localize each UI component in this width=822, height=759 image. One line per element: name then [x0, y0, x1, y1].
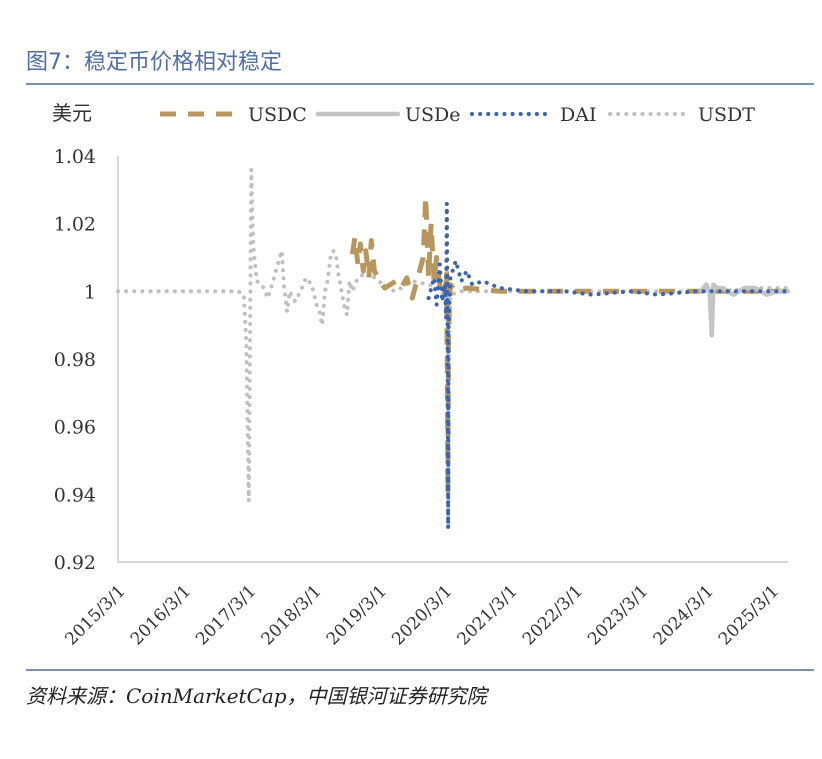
series-line-usdt	[116, 167, 790, 531]
series-lines	[116, 167, 791, 531]
y-tick-label: 1	[84, 281, 96, 303]
legend-label-usdc: USDC	[248, 104, 307, 126]
y-axis-unit-label: 美元	[52, 101, 92, 125]
legend: USDC USDe DAI USDT	[160, 104, 755, 126]
x-tick-label: 2018/3/1	[257, 581, 325, 649]
x-tick-label: 2016/3/1	[127, 581, 195, 649]
x-tick-label: 2017/3/1	[192, 581, 260, 649]
chart-axes	[117, 156, 788, 563]
x-tick-label: 2023/3/1	[584, 581, 652, 649]
y-tick-label: 0.96	[54, 417, 96, 439]
x-tick-label: 2025/3/1	[715, 581, 783, 649]
y-tick-label: 1.04	[54, 146, 96, 168]
x-tick-label: 2019/3/1	[323, 581, 391, 649]
x-tick-label: 2020/3/1	[388, 581, 456, 649]
y-tick-label: 0.98	[54, 349, 96, 371]
x-tick-label: 2015/3/1	[61, 581, 129, 649]
legend-label-dai: DAI	[560, 104, 596, 126]
figure-title: 图7：稳定币价格相对稳定	[26, 50, 282, 75]
x-tick-label: 2022/3/1	[519, 581, 587, 649]
legend-label-usde: USDe	[405, 104, 461, 126]
x-tick-label: 2024/3/1	[650, 581, 718, 649]
top-rule	[26, 83, 814, 85]
source-note: 资料来源：CoinMarketCap，中国银河证券研究院	[26, 684, 487, 708]
x-tick-label: 2021/3/1	[454, 581, 522, 649]
series-line-usdc	[349, 194, 788, 497]
x-tick-labels: 2015/3/12016/3/12017/3/12018/3/12019/3/1…	[61, 581, 783, 649]
y-tick-label: 0.94	[54, 484, 96, 506]
series-line-dai	[426, 201, 790, 531]
y-tick-labels: 0.92 0.94 0.96 0.98 1 1.02 1.04	[54, 146, 96, 574]
bottom-rule	[26, 669, 814, 671]
y-tick-label: 1.02	[54, 214, 96, 236]
y-tick-label: 0.92	[54, 552, 96, 574]
legend-label-usdt: USDT	[698, 104, 755, 126]
